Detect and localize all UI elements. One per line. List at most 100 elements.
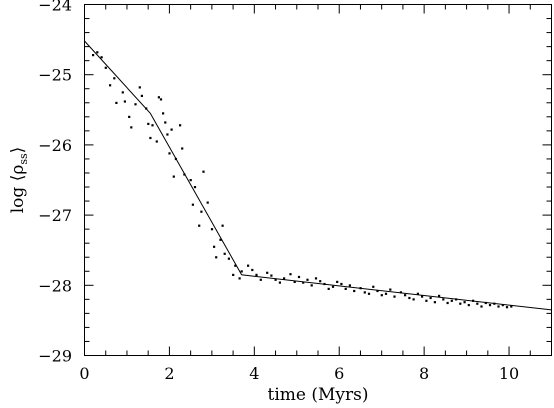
- data-point: [497, 305, 500, 308]
- data-point: [140, 94, 143, 97]
- data-point: [340, 282, 343, 286]
- data-series: [84, 40, 552, 311]
- y-axis-title-main: log ⟨ρ: [8, 165, 28, 214]
- data-point: [363, 291, 366, 294]
- data-point: [155, 140, 158, 143]
- data-point: [151, 124, 154, 127]
- x-tick-label: 10: [499, 364, 519, 383]
- data-point: [210, 228, 214, 231]
- data-point: [174, 157, 177, 161]
- x-tick-label: 6: [334, 364, 344, 383]
- y-tick-label: −29: [38, 347, 72, 366]
- data-point: [510, 305, 513, 308]
- data-point: [274, 278, 277, 281]
- data-point: [191, 203, 194, 206]
- data-point: [348, 284, 351, 287]
- data-point: [408, 296, 411, 300]
- data-point: [467, 304, 470, 307]
- data-point: [206, 201, 209, 204]
- data-point: [327, 287, 330, 290]
- data-point: [505, 306, 509, 309]
- data-point: [501, 304, 504, 307]
- data-point: [149, 136, 152, 140]
- data-point: [109, 84, 112, 87]
- data-point: [164, 121, 167, 124]
- data-point: [433, 301, 436, 304]
- x-tick-label: 0: [79, 364, 89, 383]
- data-point: [202, 170, 205, 173]
- data-point: [376, 289, 379, 293]
- data-point: [157, 96, 160, 99]
- data-point: [100, 56, 103, 59]
- data-point: [198, 224, 201, 227]
- data-point: [238, 277, 241, 280]
- y-tick-label: −26: [38, 136, 72, 155]
- data-point: [227, 257, 230, 260]
- data-point: [484, 301, 487, 305]
- data-point: [331, 285, 335, 288]
- data-point: [193, 186, 197, 189]
- data-point: [476, 302, 479, 305]
- data-point: [472, 299, 475, 302]
- data-point: [255, 273, 258, 276]
- data-point: [421, 295, 424, 298]
- data-point: [104, 66, 107, 69]
- data-point: [425, 299, 428, 302]
- data-point: [442, 298, 445, 301]
- data-point: [247, 264, 250, 267]
- fit-line: [84, 40, 552, 311]
- data-point: [493, 302, 496, 305]
- data-point: [181, 147, 184, 150]
- data-point: [359, 287, 362, 290]
- data-point: [166, 133, 169, 136]
- data-point: [92, 54, 95, 57]
- data-point: [145, 107, 148, 110]
- data-point: [179, 124, 182, 127]
- data-point: [459, 302, 462, 305]
- data-point: [123, 100, 126, 103]
- data-point: [399, 291, 402, 294]
- data-point: [289, 273, 292, 276]
- data-point: [463, 301, 466, 304]
- data-point: [147, 122, 150, 125]
- y-axis-title-close: ⟩: [8, 147, 28, 154]
- data-point: [446, 301, 449, 305]
- data-point: [404, 294, 407, 297]
- data-point: [232, 273, 235, 276]
- data-point: [128, 115, 131, 118]
- data-point: [429, 296, 432, 300]
- data-point: [162, 112, 165, 115]
- data-point: [121, 91, 124, 94]
- x-axis-title: time (Myrs): [268, 385, 369, 405]
- axis-tick-labels: 0 2 4 6 8 10 −29 −28 −27 −26 −25 −24: [38, 0, 519, 383]
- data-point: [189, 179, 192, 182]
- data-point: [168, 152, 171, 155]
- data-point: [353, 289, 356, 293]
- data-point: [213, 245, 216, 248]
- data-point: [297, 275, 301, 279]
- data-point: [251, 268, 254, 272]
- data-point: [215, 256, 218, 259]
- data-point: [200, 210, 203, 213]
- data-point: [336, 280, 339, 283]
- y-tick-label: −25: [38, 66, 72, 85]
- data-point: [159, 98, 163, 101]
- data-point: [488, 304, 492, 307]
- data-point: [438, 294, 441, 297]
- data-point: [96, 51, 99, 54]
- data-point: [389, 288, 392, 291]
- data-point: [270, 274, 273, 277]
- data-point: [323, 282, 326, 286]
- data-point: [183, 173, 186, 176]
- data-point: [278, 281, 281, 284]
- plot-frame: [84, 4, 552, 356]
- data-point: [455, 298, 458, 301]
- data-point: [372, 285, 375, 288]
- y-tick-label: −24: [38, 0, 72, 15]
- data-point: [130, 126, 133, 129]
- x-tick-label: 2: [164, 364, 174, 383]
- data-point: [115, 101, 118, 104]
- data-point: [221, 224, 224, 227]
- data-point: [306, 278, 309, 281]
